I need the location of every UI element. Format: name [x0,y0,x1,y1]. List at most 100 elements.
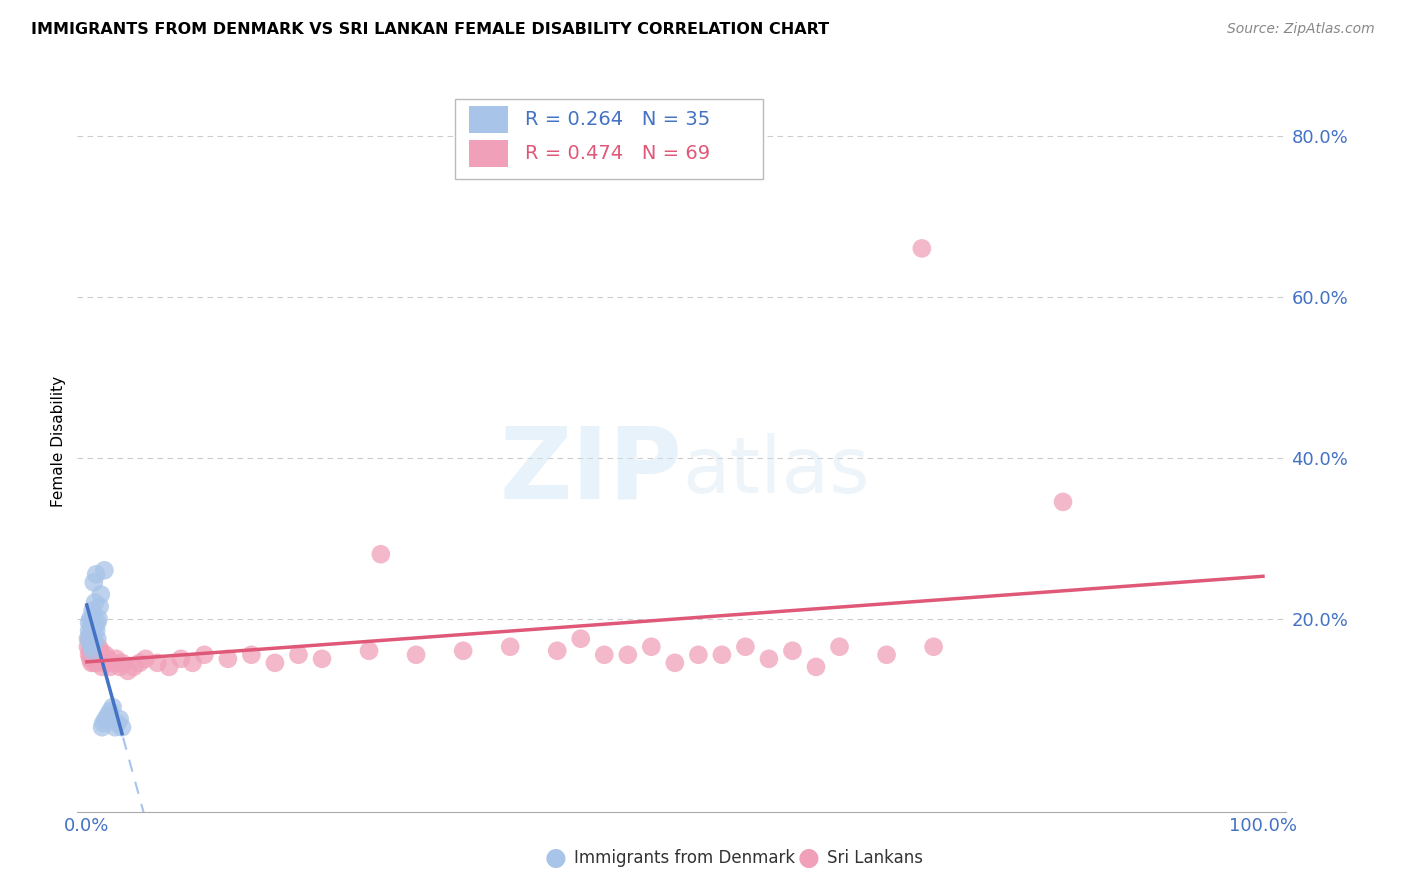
Point [240,648,263,662]
Point [170,652,193,666]
Point [688,648,710,662]
Point [97,652,120,666]
Point [84,624,107,638]
Point [876,648,898,662]
Point [640,640,662,654]
Point [82,644,104,658]
Point [94,648,117,662]
Point [569,632,592,646]
Point [77,648,100,662]
Point [98,704,121,718]
Point [83,575,105,590]
Point [84,644,107,658]
Point [77,615,100,630]
Point [122,660,145,674]
Point [80,632,103,646]
Bar [470,106,508,133]
Point [181,656,204,670]
Point [90,587,112,601]
Point [79,652,101,666]
Point [264,656,287,670]
Point [82,636,104,650]
Point [77,632,100,646]
Point [84,640,107,654]
Point [77,640,100,654]
Point [146,656,169,670]
Point [93,656,115,670]
Point [451,644,474,658]
Point [82,603,104,617]
Point [77,632,100,646]
Bar [470,140,508,167]
Point [98,660,121,674]
Point [80,615,103,630]
Point [80,656,103,670]
Point [84,619,107,633]
Point [782,644,804,658]
FancyBboxPatch shape [454,99,763,178]
Point [828,640,851,654]
Point [664,656,686,670]
Point [84,652,107,666]
Point [287,648,309,662]
Point [128,656,150,670]
Point [84,595,107,609]
Point [79,636,101,650]
Text: Immigrants from Denmark: Immigrants from Denmark [574,849,794,867]
Point [87,611,110,625]
Point [82,644,104,658]
Point [94,712,117,726]
Point [105,652,128,666]
Point [135,652,157,666]
Point [357,644,380,658]
Point [157,660,180,674]
Text: atlas: atlas [682,434,869,509]
Point [91,716,114,731]
Point [83,656,105,670]
Point [83,632,105,646]
Point [90,644,112,658]
Y-axis label: Female Disability: Female Disability [51,376,66,508]
Point [79,636,101,650]
Text: Sri Lankans: Sri Lankans [827,849,922,867]
Point [87,652,110,666]
Point [86,632,108,646]
Point [79,628,101,642]
Point [734,640,756,654]
Point [89,648,111,662]
Point [911,241,934,255]
Point [758,652,780,666]
Point [91,652,114,666]
Point [97,708,120,723]
Point [84,567,107,582]
Point [79,644,101,658]
Point [499,640,522,654]
Point [546,644,568,658]
Point [86,656,108,670]
Point [86,615,108,630]
Point [80,632,103,646]
Point [217,652,239,666]
Point [82,636,104,650]
Text: ZIP: ZIP [499,423,682,520]
Text: IMMIGRANTS FROM DENMARK VS SRI LANKAN FEMALE DISABILITY CORRELATION CHART: IMMIGRANTS FROM DENMARK VS SRI LANKAN FE… [31,22,830,37]
Point [593,648,616,662]
Point [617,648,640,662]
Point [108,712,131,726]
Point [105,716,128,731]
Point [405,648,427,662]
Point [80,624,103,638]
Text: ●: ● [544,847,567,870]
Point [83,640,105,654]
Point [101,700,124,714]
Point [87,640,110,654]
Point [922,640,945,654]
Point [82,652,104,666]
Text: R = 0.264   N = 35: R = 0.264 N = 35 [524,110,710,129]
Point [101,656,124,670]
Point [1052,495,1074,509]
Point [84,648,107,662]
Point [111,656,134,670]
Point [311,652,333,666]
Point [79,611,101,625]
